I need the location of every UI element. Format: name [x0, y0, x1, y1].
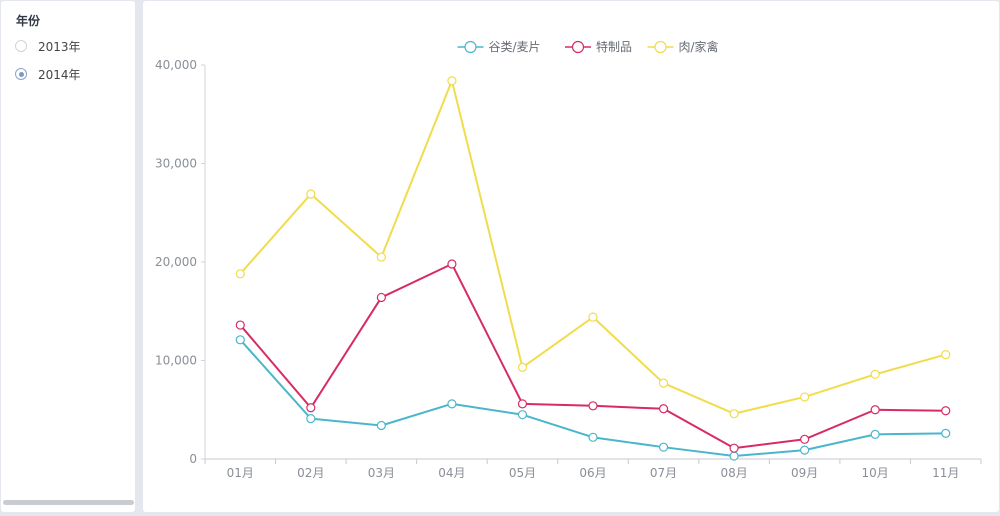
data-point[interactable] [729, 451, 739, 461]
horizontal-scrollbar[interactable] [3, 500, 134, 505]
data-point[interactable] [729, 409, 739, 419]
series-line-2 [239, 262, 946, 450]
y-tick-label: 10,000 [155, 354, 197, 368]
data-point[interactable] [376, 252, 386, 262]
x-tick-label: 01月 [227, 466, 254, 480]
data-point[interactable] [376, 420, 386, 431]
year-filter-panel: 年份 2013年 2014年 [1, 1, 135, 512]
data-point[interactable] [306, 189, 316, 199]
data-point[interactable] [800, 392, 810, 402]
year-filter-title: 年份 [16, 14, 41, 28]
data-point[interactable] [800, 434, 810, 444]
year-option-2013[interactable]: 2013年 [15, 37, 81, 55]
year-option-2014[interactable]: 2014年 [15, 65, 81, 83]
chart-panel: 0 10,000 20,000 30,000 40,000 01月 02月 03月 04月 05月… [143, 1, 999, 512]
x-tick-label: 03月 [368, 466, 395, 480]
radio-icon[interactable] [15, 40, 27, 52]
legend-marker-3[interactable] [654, 40, 667, 54]
legend-marker-2[interactable] [571, 40, 585, 54]
y-tick-label: 30,000 [155, 157, 197, 171]
data-point[interactable] [306, 414, 316, 424]
data-point[interactable] [941, 428, 951, 438]
data-point[interactable] [235, 269, 245, 279]
data-point[interactable] [800, 445, 810, 455]
data-point[interactable] [235, 320, 245, 330]
series-line-3 [239, 79, 946, 415]
x-tick-label: 11月 [932, 466, 959, 480]
legend-label-1[interactable]: 谷类/麦片 [489, 40, 541, 54]
data-point[interactable] [306, 403, 316, 413]
x-tick-label: 10月 [862, 466, 889, 480]
y-tick-label: 40,000 [155, 58, 197, 72]
data-point[interactable] [447, 76, 457, 86]
line-chart: 0 10,000 20,000 30,000 40,000 01月 02月 03月 04月 05月… [155, 39, 982, 480]
x-tick-label: 07月 [650, 466, 677, 480]
y-tick-label: 20,000 [155, 255, 197, 269]
data-point[interactable] [376, 292, 386, 303]
legend-marker-1[interactable] [464, 40, 477, 54]
data-point[interactable] [588, 312, 598, 322]
data-point[interactable] [870, 405, 880, 415]
legend-label-3[interactable]: 肉/家禽 [679, 39, 719, 54]
data-point[interactable] [658, 378, 669, 388]
x-tick-label: 02月 [297, 466, 324, 480]
legend-label-2[interactable]: 特制品 [596, 39, 632, 54]
data-point[interactable] [588, 432, 598, 442]
x-tick-label: 08月 [720, 466, 747, 480]
x-tick-label: 04月 [438, 466, 465, 480]
data-point[interactable] [870, 369, 880, 379]
x-tick-label: 06月 [579, 466, 606, 480]
data-point[interactable] [729, 443, 739, 453]
data-point[interactable] [941, 349, 951, 360]
data-point[interactable] [870, 429, 880, 439]
data-point[interactable] [517, 399, 528, 409]
data-point[interactable] [658, 404, 669, 414]
data-point[interactable] [941, 406, 951, 416]
data-point[interactable] [235, 335, 245, 345]
data-point[interactable] [447, 399, 457, 409]
year-option-label: 2014年 [38, 67, 81, 82]
x-tick-label: 05月 [509, 466, 536, 480]
data-point[interactable] [517, 362, 528, 372]
data-point[interactable] [588, 401, 598, 411]
y-tick-label: 0 [189, 452, 197, 466]
year-option-label: 2013年 [38, 39, 81, 54]
data-point[interactable] [447, 259, 457, 269]
data-point[interactable] [658, 442, 669, 452]
x-tick-label: 09月 [791, 466, 818, 480]
radio-checked-icon[interactable] [15, 68, 27, 80]
data-point[interactable] [517, 410, 528, 420]
